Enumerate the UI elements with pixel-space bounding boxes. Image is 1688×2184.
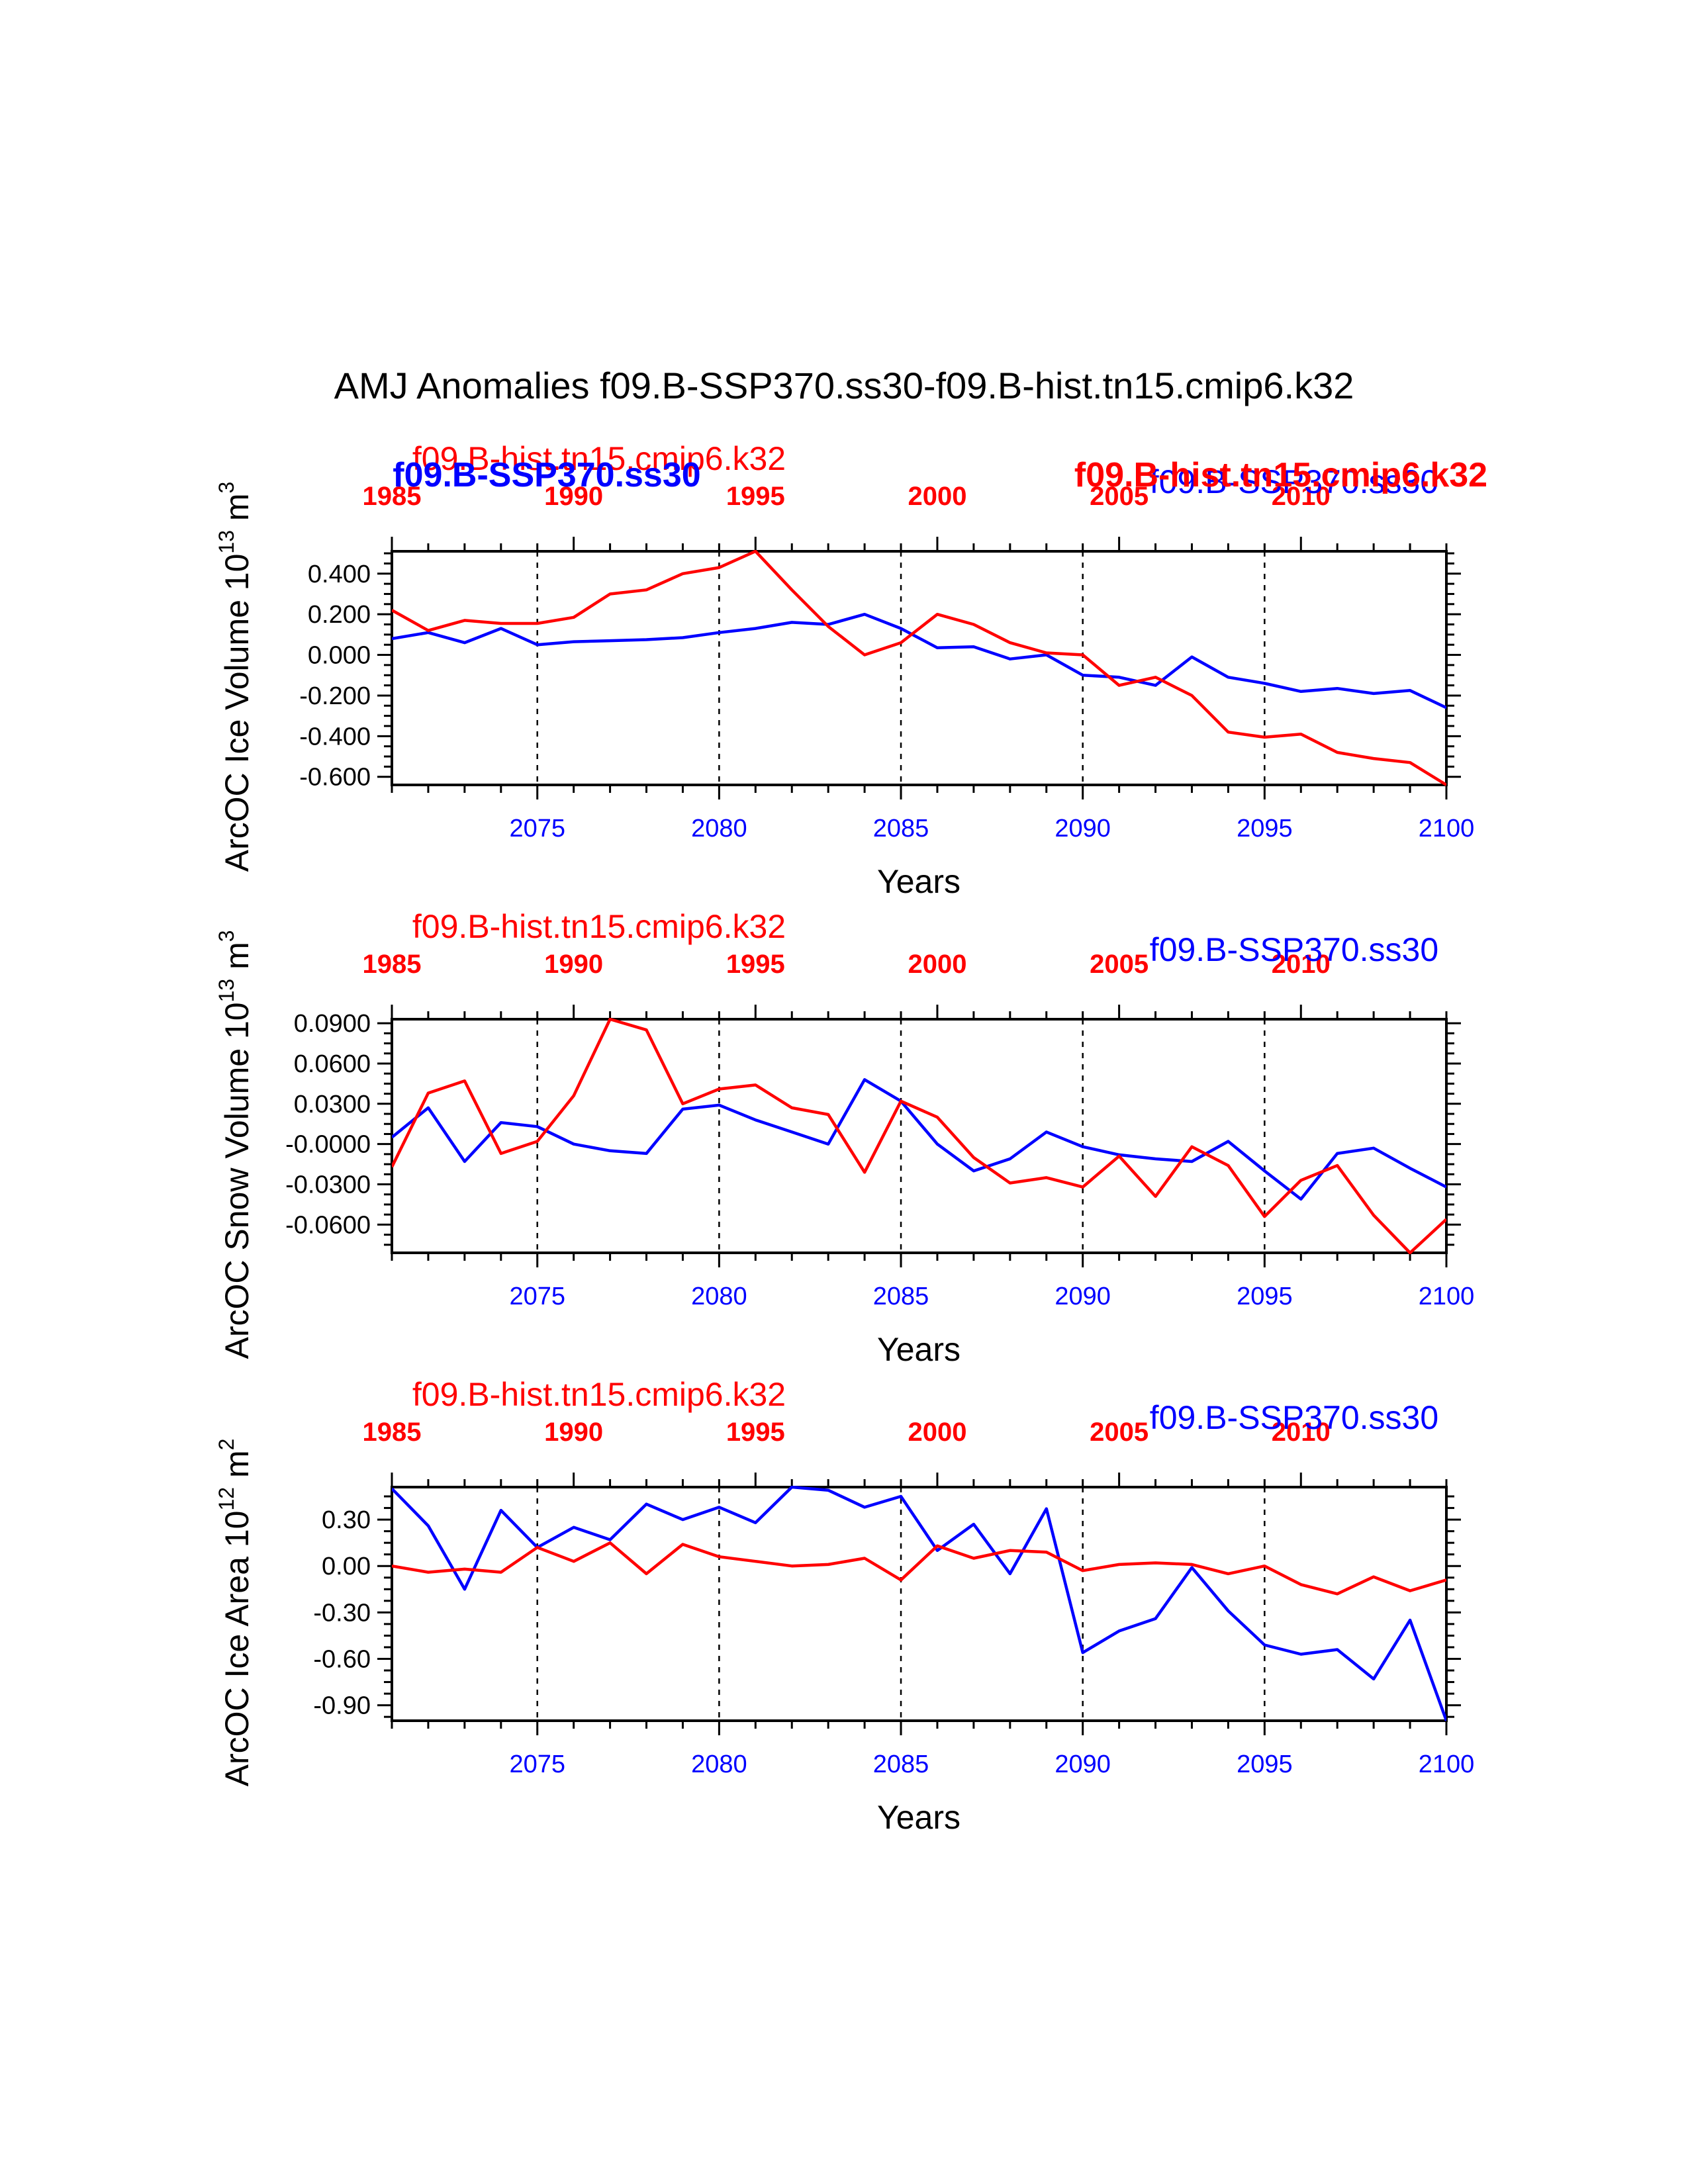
panel-1: 2075 2080 2085 2090 2095 2100 1985 1990 1995 2000… xyxy=(214,440,1487,900)
top-tick-label: 2010 xyxy=(1272,950,1331,979)
top-tick-label: 2005 xyxy=(1090,1418,1149,1447)
x-tick-label: 2100 xyxy=(1419,815,1475,842)
series-line-hist xyxy=(392,1541,1446,1596)
panel-2: 2075 2080 2085 2090 2095 2100 1985 1990 1995 2000… xyxy=(214,908,1474,1368)
caption-hist: f09.B-hist.tn15.cmip6.k32 xyxy=(412,440,786,477)
y-tick-label: -0.0300 xyxy=(285,1171,371,1199)
y-tick-label: -0.600 xyxy=(299,764,371,792)
x-axis-label: Years xyxy=(877,1799,961,1836)
top-tick-label: 2010 xyxy=(1272,1418,1331,1447)
plot-frame xyxy=(391,550,1448,786)
y-tick-label: -0.0600 xyxy=(285,1211,371,1239)
x-tick-label: 2080 xyxy=(691,1751,747,1778)
x-tick-label: 2075 xyxy=(509,1751,565,1778)
y-tick-label: 0.00 xyxy=(322,1553,371,1580)
y-axis-label-part: 13 xyxy=(214,530,238,554)
overlay-hist: f09.B-hist.tn15.cmip6.k32 xyxy=(1074,456,1487,494)
x-tick-label: 2085 xyxy=(873,815,929,842)
top-tick-label: 1990 xyxy=(544,950,603,979)
y-tick-label: -0.200 xyxy=(299,682,371,710)
y-axis-label-part: ArcOC Ice Area 10 xyxy=(218,1511,256,1787)
top-tick-label: 2000 xyxy=(908,482,966,511)
series-line-ssp370 xyxy=(392,612,1446,709)
x-tick-label: 2090 xyxy=(1055,1283,1111,1310)
y-axis-label-part: m xyxy=(218,493,256,530)
x-tick-label: 2090 xyxy=(1055,1751,1111,1778)
x-tick-label: 2075 xyxy=(509,1283,565,1310)
y-axis-label-part: m xyxy=(218,1450,256,1487)
y-axis-label-part: ArcOC Ice Volume 10 xyxy=(218,554,256,872)
y-tick-label: -0.60 xyxy=(313,1645,371,1673)
series-line-hist xyxy=(392,1018,1446,1254)
top-tick-label: 2000 xyxy=(908,1418,966,1447)
caption-ssp: f09.B-SSP370.ss30 xyxy=(1150,463,1438,500)
plot-frame xyxy=(391,1486,1448,1722)
x-tick-label: 2100 xyxy=(1419,1751,1475,1778)
caption-hist: f09.B-hist.tn15.cmip6.k32 xyxy=(412,908,786,945)
x-tick-label: 2100 xyxy=(1419,1283,1475,1310)
series-line-hist xyxy=(392,550,1446,786)
y-axis-label: ArcOC Ice Volume 1013 m3 xyxy=(214,482,256,872)
y-axis-label: ArcOC Ice Area 1012 m2 xyxy=(214,1439,256,1787)
top-tick-label: 1995 xyxy=(726,482,785,511)
top-tick-label: 2005 xyxy=(1090,950,1149,979)
top-tick-label: 1985 xyxy=(363,482,422,511)
y-axis-label-part: 3 xyxy=(214,482,238,494)
series-line-ssp370 xyxy=(392,1078,1446,1201)
top-tick-label: 1990 xyxy=(544,482,603,511)
x-tick-label: 2080 xyxy=(691,1283,747,1310)
top-tick-label: 1990 xyxy=(544,1418,603,1447)
top-tick-label: 1985 xyxy=(363,1418,422,1447)
y-tick-label: 0.0300 xyxy=(294,1091,371,1118)
top-tick-label: 2000 xyxy=(908,950,966,979)
x-axis-label: Years xyxy=(877,1331,961,1368)
y-tick-label: 0.30 xyxy=(322,1506,371,1534)
top-tick-label: 1995 xyxy=(726,1418,785,1447)
x-tick-label: 2090 xyxy=(1055,815,1111,842)
x-tick-label: 2080 xyxy=(691,815,747,842)
x-tick-label: 2085 xyxy=(873,1283,929,1310)
caption-ssp: f09.B-SSP370.ss30 xyxy=(1150,1399,1438,1436)
x-tick-label: 2095 xyxy=(1237,1283,1293,1310)
y-axis-label-part: 3 xyxy=(214,930,238,942)
series-line-ssp370 xyxy=(392,1486,1446,1721)
y-tick-label: -0.30 xyxy=(313,1599,371,1627)
y-tick-label: 0.200 xyxy=(308,601,371,629)
y-tick-label: -0.400 xyxy=(299,723,371,751)
y-tick-label: -0.0000 xyxy=(285,1131,371,1159)
top-tick-label: 2005 xyxy=(1090,482,1149,511)
plot-frame xyxy=(391,1018,1448,1254)
y-axis-label-part: m xyxy=(218,942,256,979)
y-axis-label-part: 13 xyxy=(214,979,238,1003)
panel-3: 2075 2080 2085 2090 2095 2100 1985 1990 1995 2000… xyxy=(214,1376,1474,1836)
x-tick-label: 2085 xyxy=(873,1751,929,1778)
y-tick-label: 0.0900 xyxy=(294,1010,371,1038)
y-tick-label: 0.000 xyxy=(308,642,371,670)
x-tick-label: 2075 xyxy=(509,815,565,842)
y-axis-label-part: ArcOC Snow Volume 10 xyxy=(218,1002,256,1359)
y-tick-label: 0.400 xyxy=(308,561,371,588)
y-tick-label: 0.0600 xyxy=(294,1050,371,1078)
x-tick-label: 2095 xyxy=(1237,815,1293,842)
top-tick-label: 1995 xyxy=(726,950,785,979)
top-tick-label: 1985 xyxy=(363,950,422,979)
y-tick-label: -0.90 xyxy=(313,1692,371,1720)
y-axis-label-part: 2 xyxy=(214,1439,238,1451)
y-axis-label: ArcOC Snow Volume 1013 m3 xyxy=(214,930,256,1359)
top-tick-label: 2010 xyxy=(1272,482,1331,511)
caption-hist: f09.B-hist.tn15.cmip6.k32 xyxy=(412,1376,786,1413)
figure-title: AMJ Anomalies f09.B-SSP370.ss30-f09.B-hi… xyxy=(334,365,1354,406)
caption-ssp: f09.B-SSP370.ss30 xyxy=(1150,931,1438,968)
overlay-ssp: f09.B-SSP370.ss30 xyxy=(393,456,700,494)
x-axis-label: Years xyxy=(877,863,961,900)
y-axis-label-part: 12 xyxy=(214,1487,238,1511)
x-tick-label: 2095 xyxy=(1237,1751,1293,1778)
